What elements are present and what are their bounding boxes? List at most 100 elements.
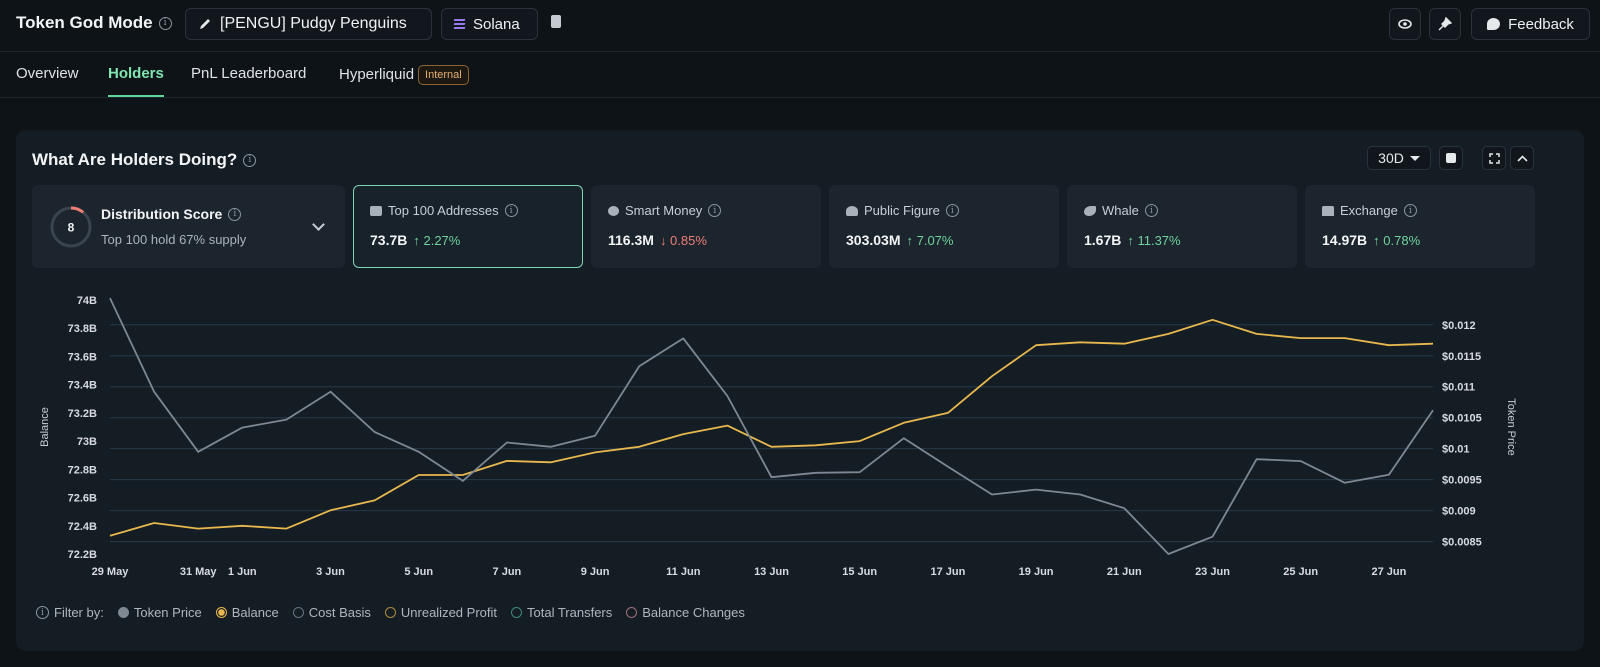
info-icon[interactable]: i <box>158 16 172 30</box>
public-figure-icon <box>846 205 858 216</box>
info-icon[interactable]: i <box>945 204 959 217</box>
tab-overview[interactable]: Overview <box>16 65 79 82</box>
tab-bar: Overview Holders PnL Leaderboard Hyperli… <box>0 52 1600 98</box>
x-tick-label: 1 Jun <box>228 566 257 578</box>
info-icon[interactable]: i <box>708 204 722 217</box>
tab-pnl-leaderboard[interactable]: PnL Leaderboard <box>191 65 307 82</box>
card-label: Public Figure <box>864 203 940 218</box>
distribution-score-card[interactable]: 8 Distribution Score i Top 100 hold 67% … <box>32 185 345 268</box>
filter-item-label: Balance Changes <box>642 605 745 620</box>
collapse-button[interactable] <box>1510 146 1534 170</box>
info-icon[interactable]: i <box>1144 204 1158 217</box>
card-value: 14.97B <box>1322 232 1368 248</box>
internal-badge: Internal <box>418 65 469 85</box>
y2-tick-label: $0.01 <box>1442 444 1470 456</box>
x-tick-label: 27 Jun <box>1371 566 1406 578</box>
info-icon[interactable]: i <box>504 204 518 217</box>
y2-tick-label: $0.0115 <box>1442 351 1481 363</box>
card-public-figure[interactable]: Public Figure i 303.03M ↑ 7.07% <box>829 185 1059 268</box>
pin-button[interactable] <box>1429 8 1461 40</box>
info-icon[interactable]: i <box>228 207 242 221</box>
x-tick-label: 21 Jun <box>1107 566 1142 578</box>
filter-token-price[interactable]: Token Price <box>117 605 202 620</box>
y-tick-label: 72.4B <box>68 521 97 533</box>
y2-axis-title: Token Price <box>1505 398 1517 455</box>
filter-balance[interactable]: Balance <box>215 605 279 620</box>
panel-title-text: What Are Holders Doing? <box>32 150 238 169</box>
tab-hyperliquid-label: Hyperliquid <box>339 66 415 83</box>
distribution-title-text: Distribution Score <box>101 206 223 222</box>
y-tick-label: 74B <box>77 295 97 307</box>
card-exchange[interactable]: Exchange i 14.97B ↑ 0.78% <box>1305 185 1535 268</box>
pencil-icon <box>200 19 210 29</box>
caret-down-icon <box>1409 155 1420 161</box>
pin-icon <box>1438 17 1452 31</box>
card-smart-money[interactable]: Smart Money i 116.3M ↓ 0.85% <box>591 185 821 268</box>
card-label: Smart Money <box>625 203 703 218</box>
radio-icon <box>292 607 304 618</box>
card-value: 303.03M <box>846 232 901 248</box>
card-value: 73.7B <box>370 232 408 248</box>
radio-icon <box>117 607 129 618</box>
period-select[interactable]: 30D <box>1367 146 1431 170</box>
card-whale[interactable]: Whale i 1.67B ↑ 11.37% <box>1067 185 1297 268</box>
holders-panel: What Are Holders Doing? i 30D 8 Distribu… <box>16 130 1584 651</box>
info-icon[interactable]: i <box>36 606 49 619</box>
x-tick-label: 3 Jun <box>316 566 345 578</box>
solana-icon <box>453 19 466 29</box>
filter-unrealized-profit[interactable]: Unrealized Profit <box>384 605 497 620</box>
app-title: Token God Mode i <box>16 13 172 33</box>
x-tick-label: 11 Jun <box>666 566 701 578</box>
y2-tick-label: $0.0085 <box>1442 537 1482 549</box>
card-change: ↑ 7.07% <box>906 233 954 248</box>
x-tick-label: 7 Jun <box>493 566 522 578</box>
eye-icon <box>1398 19 1412 29</box>
chevron-up-icon <box>1516 154 1528 162</box>
filter-item-label: Token Price <box>133 605 202 620</box>
radio-icon <box>511 607 522 618</box>
y-tick-label: 73.4B <box>68 380 97 392</box>
tab-holders[interactable]: Holders <box>108 65 164 97</box>
filter-total-transfers[interactable]: Total Transfers <box>511 605 612 620</box>
info-icon[interactable]: i <box>1403 204 1417 217</box>
holders-chart: $0.0085 $0.009 $0.0095 $0.01 $0.0105 $0.011 $0… <box>39 295 1517 578</box>
token-selector[interactable]: [PENGU] Pudgy Penguins <box>185 8 432 40</box>
calendar-button[interactable] <box>1439 146 1463 170</box>
filter-item-label: Cost Basis <box>308 605 371 620</box>
score-ring-icon: 8 <box>50 206 92 248</box>
distribution-subtitle: Top 100 hold 67% supply <box>101 232 247 247</box>
filter-item-label: Total Transfers <box>527 605 613 620</box>
chevron-down-icon[interactable] <box>312 218 325 231</box>
fullscreen-button[interactable] <box>1482 146 1506 170</box>
radio-icon <box>384 607 396 618</box>
series-line-balance <box>109 318 1434 537</box>
filter-item-label: Balance <box>231 605 279 620</box>
period-value: 30D <box>1378 150 1404 166</box>
panel-title: What Are Holders Doing? i <box>32 150 257 170</box>
card-label: Exchange <box>1340 203 1398 218</box>
card-top-100-addresses[interactable]: Top 100 Addresses i 73.7B ↑ 2.27% <box>353 185 583 268</box>
filter-balance-changes[interactable]: Balance Changes <box>626 605 745 620</box>
copy-icon[interactable] <box>551 15 561 28</box>
radio-icon <box>215 607 227 618</box>
y-tick-label: 73.6B <box>68 351 97 363</box>
chain-selector[interactable]: Solana <box>441 8 538 40</box>
whale-icon <box>1084 205 1096 216</box>
x-tick-label: 9 Jun <box>581 566 610 578</box>
info-icon[interactable]: i <box>243 153 257 167</box>
wallet-icon <box>370 205 382 216</box>
series-line-token-price <box>109 297 1434 555</box>
y-tick-label: 72.8B <box>68 464 97 476</box>
y-tick-label: 73B <box>77 436 97 448</box>
top-bar: Token God Mode i [PENGU] Pudgy Penguins … <box>0 0 1600 52</box>
card-value: 1.67B <box>1084 232 1122 248</box>
tab-hyperliquid[interactable]: Hyperliquid Internal <box>339 65 469 97</box>
x-tick-label: 29 May <box>92 566 130 578</box>
y2-tick-label: $0.009 <box>1442 506 1476 518</box>
filter-label-text: Filter by: <box>54 605 104 620</box>
y-tick-label: 72.6B <box>68 493 97 505</box>
y2-tick-label: $0.0095 <box>1442 475 1482 487</box>
feedback-button[interactable]: Feedback <box>1471 8 1590 40</box>
watch-button[interactable] <box>1389 8 1421 40</box>
filter-cost-basis[interactable]: Cost Basis <box>292 605 371 620</box>
